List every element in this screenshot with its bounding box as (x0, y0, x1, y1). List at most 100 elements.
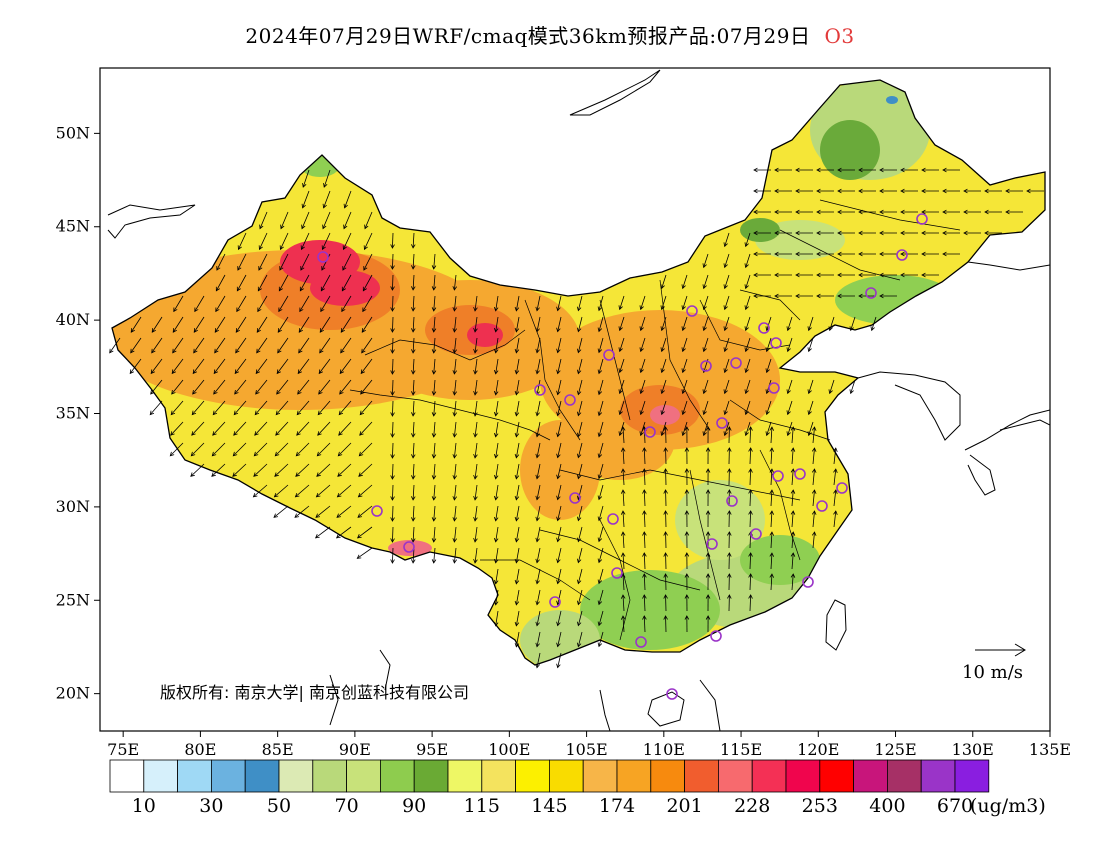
wind-arrow-head (473, 474, 478, 480)
wind-arrow-head (535, 474, 540, 480)
wind-arrow-head (774, 209, 779, 215)
wind-arrow-head (837, 272, 842, 278)
wind-arrow (453, 463, 457, 479)
wind-arrow-head (705, 594, 711, 599)
wind-arrow (130, 337, 142, 353)
colorbar-label: 201 (666, 795, 702, 817)
wind-arrow-head (473, 348, 478, 354)
wind-arrow-head (173, 307, 178, 313)
wind-arrow-head (618, 305, 623, 311)
wind-arrow (236, 274, 247, 291)
wind-arrow (643, 531, 646, 549)
wind-arrow (317, 421, 331, 436)
wind-arrow (453, 316, 457, 332)
wind-arrow-head (493, 453, 499, 459)
wind-arrow (337, 484, 352, 498)
station-marker (794, 468, 806, 480)
wind-arrow-head (597, 495, 603, 501)
wind-arrow (412, 526, 415, 542)
wind-arrow-head (514, 327, 520, 333)
wind-arrow-head (900, 209, 905, 215)
colorbar-label: 253 (802, 795, 838, 817)
wind-arrow (495, 589, 499, 605)
wind-arrow-head (576, 390, 582, 396)
wind-arrow-head (151, 328, 156, 333)
wind-arrow-head (774, 230, 779, 236)
wind-arrow (598, 295, 604, 311)
wind-arrow (357, 526, 373, 539)
wind-arrow (536, 463, 541, 479)
wind-arrow (745, 400, 751, 415)
wind-arrow (749, 510, 752, 528)
wind-arrow-head (535, 453, 540, 459)
wind-arrow-head (338, 410, 344, 416)
wind-arrow (850, 316, 856, 331)
wind-arrow (745, 421, 751, 436)
wind-arrow-head (684, 468, 690, 473)
wind-arrow (318, 379, 331, 395)
wind-arrow (577, 505, 583, 521)
wind-arrow-head (252, 492, 258, 498)
wind-arrow (275, 421, 289, 436)
wind-arrow-head (253, 451, 259, 457)
wind-arrow (745, 253, 751, 268)
wind-arrow-head (535, 495, 540, 501)
wind-arrow (453, 379, 457, 395)
wind-arrow (515, 568, 520, 584)
copyright-text: 版权所有: 南京大学| 南京创蓝科技有限公司 (160, 683, 469, 702)
wind-arrow (598, 337, 604, 353)
wind-arrow (212, 400, 226, 415)
wind-arrow (323, 190, 331, 208)
wind-arrow (515, 337, 520, 353)
wind-arrow-head (705, 510, 711, 515)
wind-arrow-head (663, 426, 668, 431)
wind-arrow (214, 337, 226, 353)
wind-arrow-head (514, 558, 520, 564)
wind-arrow-head (849, 326, 854, 332)
colorbar-label: 90 (402, 795, 426, 817)
wind-arrow (238, 232, 247, 250)
wind-arrow-head (858, 188, 863, 194)
wind-arrow-head (723, 305, 728, 311)
wind-arrow-head (493, 348, 499, 354)
station-marker (770, 337, 782, 349)
wind-arrow (515, 442, 520, 458)
wind-arrow-head (277, 328, 282, 333)
wind-arrow-head (390, 349, 395, 354)
wind-arrow (598, 568, 604, 584)
wind-arrow-head (702, 410, 707, 416)
wind-arrow-head (556, 537, 561, 543)
station-marker (730, 357, 742, 369)
wind-arrow (598, 484, 604, 500)
wind-arrow-head (663, 573, 668, 578)
wind-arrow-head (858, 209, 863, 215)
wind-arrow (577, 442, 583, 458)
wind-arrow (557, 526, 562, 542)
wind-arrow (474, 358, 478, 374)
wind-arrow (577, 316, 583, 332)
wind-arrow (495, 358, 499, 374)
lat-tick-label: 20N (56, 684, 90, 703)
wind-arrow-head (727, 531, 732, 536)
wind-arrow-head (192, 369, 198, 375)
station-marker (896, 249, 908, 261)
wind-arrow (433, 295, 436, 311)
wind-arrow (557, 589, 562, 605)
wind-arrow-head (642, 594, 647, 599)
wind-arrow-head (620, 426, 626, 431)
wind-arrow-head (556, 495, 561, 501)
wind-arrow (577, 631, 583, 647)
wind-arrow-head (357, 492, 363, 498)
wind-arrow (253, 463, 268, 477)
wind-arrow (149, 400, 163, 415)
station-marker (403, 541, 415, 553)
wind-arrow (320, 274, 331, 291)
wind-arrow (392, 316, 394, 333)
wind-arrow-head (317, 410, 323, 416)
wind-arrow-head (753, 251, 758, 257)
wind-arrow-head (744, 242, 749, 248)
colorbar-swatch (650, 759, 685, 793)
wind-arrow-head (535, 558, 540, 564)
wind-arrow (236, 295, 247, 312)
wind-arrow-head (411, 286, 416, 291)
